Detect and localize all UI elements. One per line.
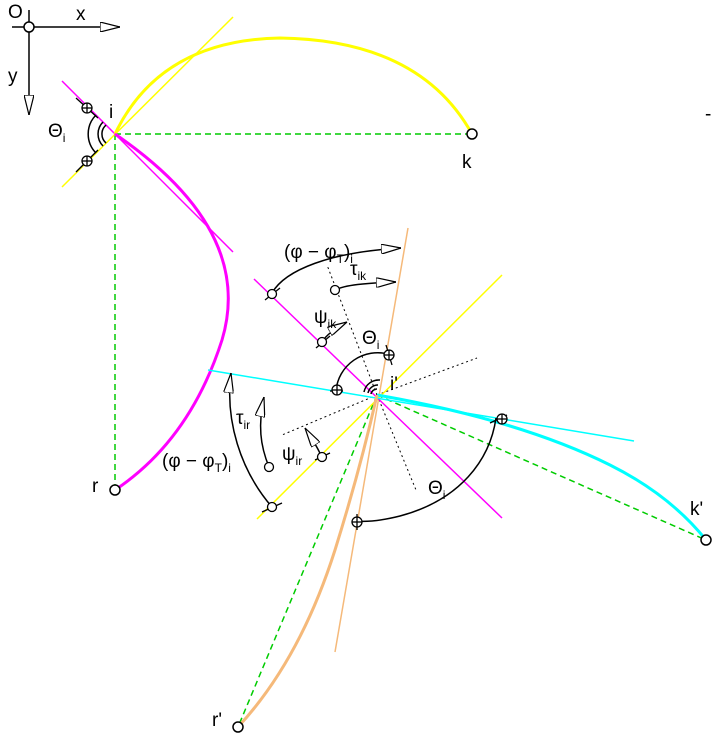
x-axis-label: x [76, 4, 86, 25]
dotted-reference-lines [281, 264, 478, 491]
angle-arcs [230, 248, 497, 523]
point-i'-label: i' [390, 374, 398, 395]
dashed-i'-to-r' [237, 394, 378, 728]
origin-point [23, 21, 35, 33]
theta-i-label: Θi [48, 121, 65, 145]
theta-i'-upper-label: Θi [362, 328, 379, 352]
tau-ir-arc [261, 397, 270, 468]
phi-arc-lower [230, 373, 273, 508]
cyan-arc-i'-k' [376, 393, 708, 541]
point-r' [232, 721, 244, 733]
theta-arc-upper [335, 351, 389, 391]
point-k-label: k [462, 152, 472, 173]
tau-ik-label: τik [350, 259, 367, 283]
psi-ik-label: ψik [314, 307, 337, 331]
point-k'-label: k' [690, 499, 703, 520]
point-i-label: i [109, 102, 113, 123]
yellow-arc-i-k [113, 36, 474, 135]
deformed-configuration [207, 227, 712, 733]
phi-label-upper: (φ − φT)i [284, 242, 353, 266]
stray-dash: - [705, 104, 711, 125]
point-r-label: r [92, 476, 99, 497]
tick-marks-i' [261, 284, 508, 530]
psi-ir-label: ψir [282, 444, 302, 468]
phi-arc-upper [271, 248, 401, 294]
phi-label-lower: (φ − φT)i [162, 451, 231, 475]
tick-marks-i [75, 97, 99, 173]
point-k' [700, 534, 712, 546]
tau-ik-arc [334, 282, 396, 291]
theta-i'-lower-label: Θi [428, 478, 445, 502]
theta-double-arc-2 [367, 384, 379, 394]
y-axis-label: y [8, 66, 18, 87]
theta-double-arc-1 [363, 379, 381, 393]
point-r'-label: r' [212, 710, 222, 731]
theta-arc-inner [101, 124, 107, 144]
point-k [466, 128, 478, 140]
point-r [109, 484, 121, 496]
yellow-tangent-i' [256, 274, 503, 520]
orange-arc-i'-r' [236, 394, 379, 729]
theta-arc-outer [87, 114, 97, 154]
cyan-tangent-i' [207, 369, 635, 442]
magenta-arc-i-r [114, 132, 230, 492]
orange-tangent-i' [334, 227, 409, 653]
tau-ir-label: τir [236, 408, 250, 432]
coordinate-axes [12, 10, 120, 115]
theta-arc-mid [97, 121, 104, 147]
theta-arc-lower [354, 417, 497, 523]
theta-double-arc-3 [370, 388, 378, 395]
initial-configuration [61, 16, 478, 496]
dashed-i'-to-k' [376, 394, 707, 541]
origin-label: O [8, 2, 23, 23]
